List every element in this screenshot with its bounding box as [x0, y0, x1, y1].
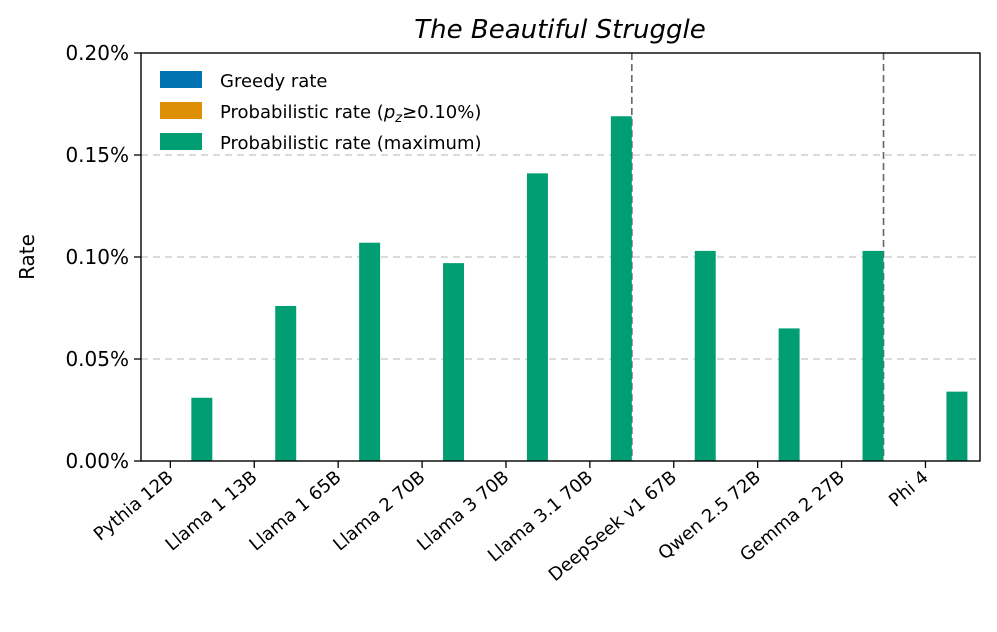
bar — [443, 263, 465, 461]
gridlines — [141, 154, 980, 360]
y-tick-label: 0.10% — [65, 245, 129, 269]
y-axis-ticks: 0.00% 0.05% 0.10% 0.15% 0.20% — [65, 41, 141, 473]
x-tick-label: Llama 2 70B — [329, 467, 429, 556]
x-tick-label: Phi 4 — [885, 467, 933, 512]
bar — [694, 250, 716, 461]
x-tick-label: Llama 1 65B — [245, 467, 345, 556]
chart-title: The Beautiful Struggle — [414, 15, 706, 45]
bar — [778, 328, 800, 461]
y-tick-label: 0.00% — [65, 449, 129, 473]
bar — [862, 250, 884, 461]
legend-label: Probabilistic rate (maximum) — [220, 133, 482, 154]
legend-label: Probabilistic rate (pz≥0.10%) — [220, 102, 481, 126]
legend-label: Greedy rate — [220, 71, 327, 92]
bar — [946, 391, 968, 461]
legend-swatch — [160, 133, 202, 150]
bar — [610, 116, 632, 462]
legend-swatch — [160, 102, 202, 119]
x-tick-label: Pythia 12B — [90, 467, 178, 545]
y-tick-label: 0.20% — [65, 41, 129, 65]
y-tick-label: 0.05% — [65, 347, 129, 371]
legend-swatch — [160, 71, 202, 88]
bar — [359, 242, 381, 461]
x-tick-label: Llama 1 13B — [162, 467, 262, 556]
bar — [526, 173, 548, 462]
bars — [191, 116, 968, 462]
y-tick-label: 0.15% — [65, 143, 129, 167]
bar — [191, 397, 213, 461]
legend: Greedy rate Probabilistic rate (pz≥0.10%)… — [160, 71, 482, 154]
y-axis-label: Rate — [15, 234, 39, 280]
bar — [275, 305, 297, 461]
